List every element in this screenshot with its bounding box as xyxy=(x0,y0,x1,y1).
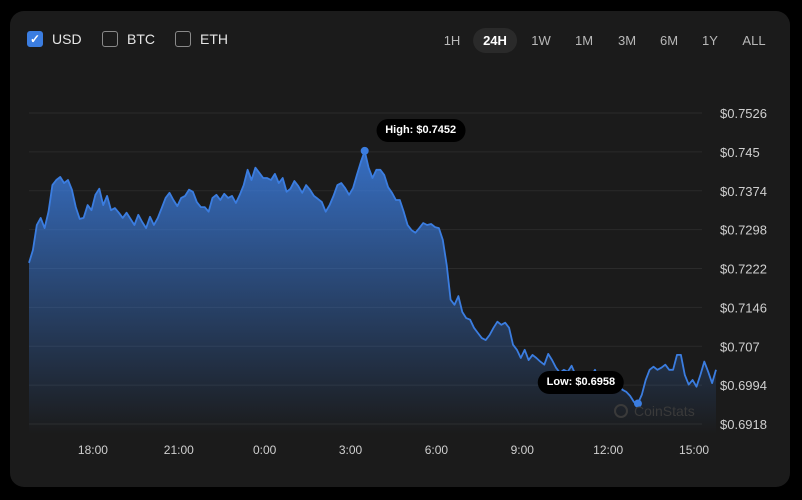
x-tick-label: 12:00 xyxy=(593,443,623,457)
x-tick-label: 15:00 xyxy=(679,443,709,457)
y-tick-label: $0.707 xyxy=(720,339,760,354)
timeframe-1m[interactable]: 1M xyxy=(574,33,594,48)
x-tick-label: 0:00 xyxy=(253,443,277,457)
currency-checkbox-usd[interactable]: ✓ USD xyxy=(27,31,82,47)
currency-checkbox-btc[interactable]: BTC xyxy=(102,31,155,47)
y-tick-label: $0.6994 xyxy=(720,378,767,393)
y-tick-label: $0.7526 xyxy=(720,106,767,121)
coinstats-watermark: CoinStats xyxy=(614,403,695,419)
x-tick-label: 3:00 xyxy=(339,443,363,457)
x-tick-label: 21:00 xyxy=(164,443,194,457)
currency-checkbox-eth[interactable]: ETH xyxy=(175,31,228,47)
timeframe-1h[interactable]: 1H xyxy=(443,33,461,48)
checkbox-icon[interactable]: ✓ xyxy=(27,31,43,47)
x-tick-label: 6:00 xyxy=(425,443,449,457)
x-tick-label: 18:00 xyxy=(78,443,108,457)
y-tick-label: $0.7222 xyxy=(720,262,767,277)
timeframe-3m[interactable]: 3M xyxy=(617,33,637,48)
high-price-label: High: $0.7452 xyxy=(376,118,466,142)
timeframe-1w[interactable]: 1W xyxy=(531,33,551,48)
checkbox-icon[interactable] xyxy=(175,31,191,47)
y-tick-label: $0.7146 xyxy=(720,300,767,315)
price-area xyxy=(29,150,716,434)
high-point-marker xyxy=(360,146,369,155)
timeframe-all[interactable]: ALL xyxy=(742,33,766,48)
currency-label: BTC xyxy=(127,31,155,47)
timeframe-1y[interactable]: 1Y xyxy=(702,33,718,48)
timeframe-6m[interactable]: 6M xyxy=(659,33,679,48)
coinstats-logo-icon xyxy=(614,404,628,418)
y-tick-label: $0.7298 xyxy=(720,223,767,238)
y-tick-label: $0.7374 xyxy=(720,184,767,199)
checkbox-icon[interactable] xyxy=(102,31,118,47)
low-point-marker xyxy=(633,399,642,408)
timeframe-24h[interactable]: 24H xyxy=(473,28,517,53)
x-tick-label: 9:00 xyxy=(511,443,535,457)
currency-label: USD xyxy=(52,31,82,47)
currency-label: ETH xyxy=(200,31,228,47)
y-tick-label: $0.6918 xyxy=(720,417,767,432)
low-price-label: Low: $0.6958 xyxy=(537,370,625,394)
y-tick-label: $0.745 xyxy=(720,145,760,160)
